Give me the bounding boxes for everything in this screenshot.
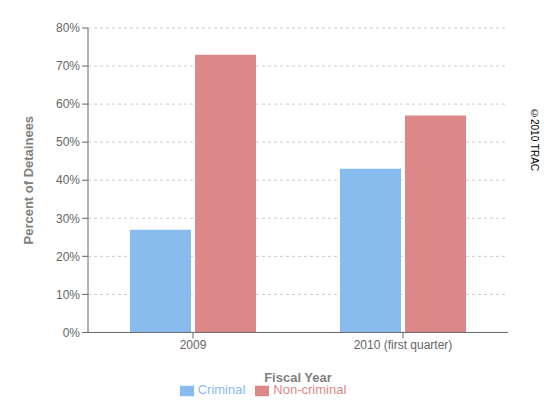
svg-text:10%: 10% [56, 288, 80, 302]
html-text:©2010 TRAC: ©2010 TRAC [529, 108, 540, 172]
svg-text:Percent of Detainees: Percent of Detainees [21, 116, 36, 245]
svg-text:2010 (first quarter): 2010 (first quarter) [354, 338, 453, 352]
svg-text:2009: 2009 [180, 338, 207, 352]
svg-text:0%: 0% [63, 326, 81, 340]
svg-text:20%: 20% [56, 250, 80, 264]
svg-text:60%: 60% [56, 97, 80, 111]
svg-text:80%: 80% [56, 21, 80, 35]
svg-text:40%: 40% [56, 173, 80, 187]
svg-text:30%: 30% [56, 212, 80, 226]
svg-text:Fiscal Year: Fiscal Year [264, 370, 332, 385]
svg-text:50%: 50% [56, 135, 80, 149]
html-text:Non-criminal: Non-criminal [273, 382, 347, 398]
svg-text:70%: 70% [56, 59, 80, 73]
html-text:Criminal: Criminal [197, 382, 246, 398]
